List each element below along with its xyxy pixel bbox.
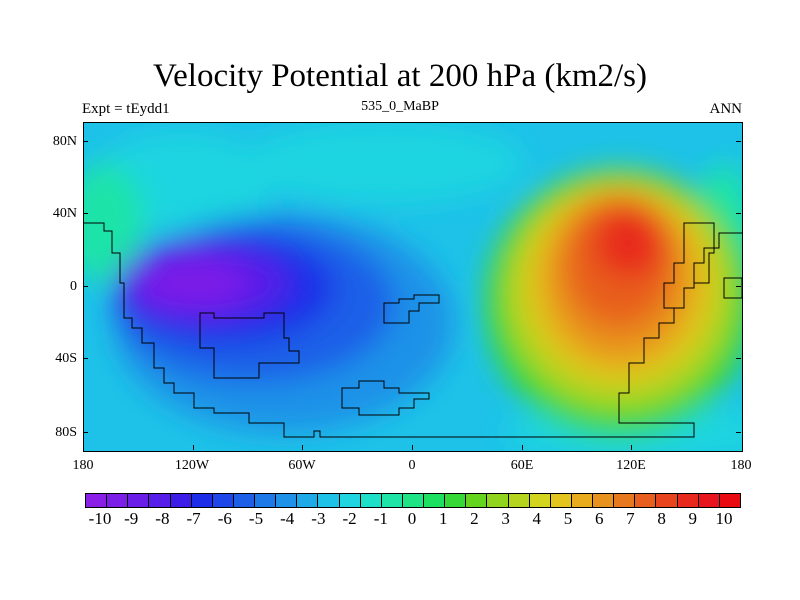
x-tick-label: 180	[72, 458, 94, 473]
colorbar-swatch	[656, 494, 678, 507]
colorbar-label: -6	[217, 509, 232, 528]
y-tick-label: 40N	[52, 206, 77, 221]
colorbar-swatch	[170, 494, 192, 507]
contour-fill	[84, 123, 742, 451]
colorbar-swatch	[487, 494, 509, 507]
colorbar-swatch	[719, 494, 740, 507]
colorbar-label: 6	[594, 509, 604, 528]
colorbar-swatch	[445, 494, 467, 507]
y-tick-mark	[83, 286, 88, 287]
y-tick-mark	[83, 213, 88, 214]
x-tick-label: 180	[730, 458, 752, 473]
x-tick-label: 120W	[174, 458, 210, 473]
colorbar-swatch	[339, 494, 361, 507]
x-tick-mark	[522, 445, 523, 450]
continent-outlines	[84, 222, 742, 438]
colorbar-label: 0	[407, 509, 417, 528]
colorbar-swatch	[191, 494, 213, 507]
colorbar-swatch	[276, 494, 298, 507]
colorbar-label: -1	[373, 509, 388, 528]
colorbar-swatch	[635, 494, 657, 507]
x-tick-mark	[302, 445, 303, 450]
map-plot-area	[83, 122, 743, 452]
colorbar-swatch	[128, 494, 150, 507]
colorbar-swatch	[614, 494, 636, 507]
colorbar-label: -4	[280, 509, 295, 528]
colorbar-swatch	[698, 494, 720, 507]
colorbar-swatch	[424, 494, 446, 507]
colorbar-swatch	[571, 494, 593, 507]
colorbar-swatch	[107, 494, 129, 507]
colorbar-label: -3	[311, 509, 326, 528]
x-tick-mark	[193, 445, 194, 450]
y-tick-label: 40S	[55, 351, 77, 366]
y-tick-label: 80N	[52, 134, 77, 149]
season-label: ANN	[709, 101, 743, 117]
colorbar-label: 4	[532, 509, 542, 528]
colorbar-swatch	[297, 494, 319, 507]
colorbar-swatch	[212, 494, 234, 507]
colorbar-swatch	[466, 494, 488, 507]
x-tick-label: 120E	[616, 458, 646, 473]
experiment-label: Expt = tEydd1	[82, 101, 170, 117]
y-tick-label: 0	[70, 279, 77, 294]
colorbar-label: -2	[342, 509, 357, 528]
colorbar-label: -8	[155, 509, 170, 528]
velocity-potential-field	[84, 123, 742, 451]
x-tick-label: 60E	[510, 458, 534, 473]
y-tick-mark-right	[736, 432, 741, 433]
colorbar-swatch	[233, 494, 255, 507]
colorbar-swatch	[593, 494, 615, 507]
y-tick-mark-right	[736, 358, 741, 359]
colorbar-swatch	[529, 494, 551, 507]
y-tick-mark-right	[736, 141, 741, 142]
colorbar-swatch	[381, 494, 403, 507]
colorbar	[85, 493, 741, 508]
x-tick-mark	[631, 445, 632, 450]
chart-title: Velocity Potential at 200 hPa (km2/s)	[152, 58, 648, 94]
x-tick-mark	[412, 445, 413, 450]
colorbar-swatch	[677, 494, 699, 507]
colorbar-swatch	[508, 494, 530, 507]
y-tick-mark	[83, 432, 88, 433]
period-label: 535_0_MaBP	[361, 99, 439, 114]
colorbar-swatch	[255, 494, 277, 507]
colorbar-label: -5	[248, 509, 264, 528]
colorbar-label: 5	[563, 509, 573, 528]
colorbar-label: 7	[626, 509, 635, 528]
colorbar-label: -9	[124, 509, 139, 528]
colorbar-swatch	[86, 494, 108, 507]
colorbar-label: 8	[657, 509, 666, 528]
y-tick-label: 80S	[55, 425, 77, 440]
colorbar-swatch	[360, 494, 382, 507]
colorbar-label: -10	[88, 509, 112, 528]
colorbar-swatch	[550, 494, 572, 507]
x-tick-label: 0	[408, 458, 416, 473]
colorbar-label: -7	[186, 509, 201, 528]
colorbar-swatch	[149, 494, 171, 507]
colorbar-label: 10	[715, 509, 733, 528]
y-tick-mark-right	[736, 286, 741, 287]
colorbar-label: 2	[470, 509, 479, 528]
y-tick-mark-right	[736, 213, 741, 214]
x-tick-label: 60W	[288, 458, 316, 473]
colorbar-label: 1	[438, 509, 448, 528]
colorbar-swatch	[318, 494, 340, 507]
y-tick-mark	[83, 141, 88, 142]
colorbar-label: 3	[501, 509, 510, 528]
colorbar-swatch	[402, 494, 424, 507]
y-tick-mark	[83, 358, 88, 359]
colorbar-label: 9	[688, 509, 698, 528]
